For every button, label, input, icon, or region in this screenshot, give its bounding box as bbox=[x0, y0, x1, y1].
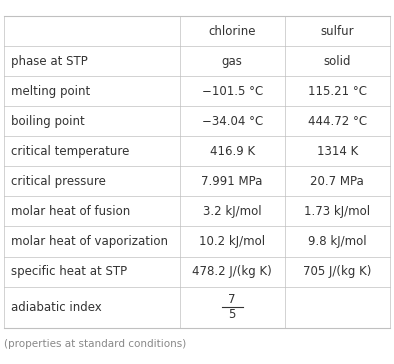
Text: melting point: melting point bbox=[11, 85, 90, 98]
Text: boiling point: boiling point bbox=[11, 115, 85, 128]
Text: 20.7 MPa: 20.7 MPa bbox=[310, 175, 364, 188]
Text: gas: gas bbox=[222, 55, 243, 68]
Text: (properties at standard conditions): (properties at standard conditions) bbox=[4, 339, 186, 349]
Text: −101.5 °C: −101.5 °C bbox=[201, 85, 263, 98]
Text: critical pressure: critical pressure bbox=[11, 175, 106, 188]
Text: critical temperature: critical temperature bbox=[11, 145, 129, 158]
Text: 705 J/(kg K): 705 J/(kg K) bbox=[303, 265, 372, 278]
Text: 1.73 kJ/mol: 1.73 kJ/mol bbox=[304, 205, 370, 218]
Text: sulfur: sulfur bbox=[321, 25, 354, 38]
Text: −34.04 °C: −34.04 °C bbox=[201, 115, 263, 128]
Text: specific heat at STP: specific heat at STP bbox=[11, 265, 127, 278]
Text: 7: 7 bbox=[229, 293, 236, 306]
Text: 478.2 J/(kg K): 478.2 J/(kg K) bbox=[192, 265, 272, 278]
Text: 10.2 kJ/mol: 10.2 kJ/mol bbox=[199, 235, 265, 248]
Text: phase at STP: phase at STP bbox=[11, 55, 88, 68]
Text: 5: 5 bbox=[229, 308, 236, 321]
Text: molar heat of vaporization: molar heat of vaporization bbox=[11, 235, 168, 248]
Text: 115.21 °C: 115.21 °C bbox=[308, 85, 367, 98]
Text: 9.8 kJ/mol: 9.8 kJ/mol bbox=[308, 235, 367, 248]
Text: solid: solid bbox=[323, 55, 351, 68]
Text: 416.9 K: 416.9 K bbox=[210, 145, 255, 158]
Text: 7.991 MPa: 7.991 MPa bbox=[201, 175, 263, 188]
Text: molar heat of fusion: molar heat of fusion bbox=[11, 205, 130, 218]
Text: 1314 K: 1314 K bbox=[317, 145, 358, 158]
Text: 3.2 kJ/mol: 3.2 kJ/mol bbox=[203, 205, 262, 218]
Text: 444.72 °C: 444.72 °C bbox=[308, 115, 367, 128]
Text: adiabatic index: adiabatic index bbox=[11, 301, 102, 313]
Text: chlorine: chlorine bbox=[208, 25, 256, 38]
